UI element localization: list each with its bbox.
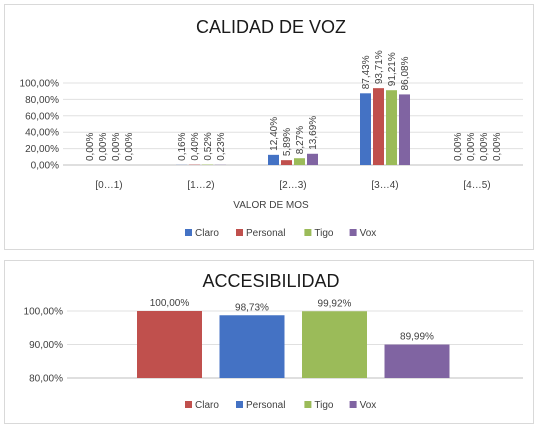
x-tick-label: [4…5) [463, 180, 490, 191]
y-tick-label: 90,00% [29, 340, 63, 351]
data-label: 91,21% [387, 52, 398, 86]
data-label: 100,00% [150, 298, 190, 309]
data-label: 0,52% [203, 132, 214, 160]
legend-entry: Claro [195, 400, 219, 411]
y-tick-label: 80,00% [25, 95, 59, 106]
bar-tigo [386, 90, 397, 165]
bar-claro [268, 154, 279, 165]
legend-swatch [185, 229, 192, 236]
bar-personal [373, 88, 384, 165]
data-label: 0,40% [190, 132, 201, 160]
bar-tigo [294, 158, 305, 165]
data-label: 87,43% [361, 55, 372, 89]
bar-tigo [302, 311, 367, 378]
y-tick-label: 100,00% [24, 307, 64, 318]
x-tick-label: [2…3) [279, 180, 306, 191]
bar-vox [307, 153, 318, 165]
data-label: 0,00% [98, 133, 109, 161]
data-label: 8,27% [295, 126, 306, 154]
data-label: 0,16% [177, 132, 188, 160]
legend-swatch [304, 401, 312, 408]
data-label: 5,89% [282, 128, 293, 156]
y-tick-label: 40,00% [25, 128, 59, 139]
data-label: 0,00% [124, 133, 135, 161]
legend-entry: Tigo [314, 228, 334, 239]
x-axis-label: VALOR DE MOS [233, 200, 309, 211]
data-label: 93,71% [374, 50, 385, 84]
data-label: 12,40% [269, 117, 280, 151]
legend-entry: Personal [246, 228, 285, 239]
bar-vox [384, 344, 450, 378]
legend-entry: Vox [360, 400, 377, 411]
x-tick-label: [0…1) [95, 180, 122, 191]
y-tick-label: 0,00% [31, 161, 59, 172]
legend-entry: Vox [360, 228, 377, 239]
data-label: 89,99% [400, 332, 434, 343]
legend-entry: Personal [246, 400, 285, 411]
data-label: 0,00% [466, 133, 477, 161]
legend-entry: Claro [195, 228, 219, 239]
y-tick-label: 80,00% [29, 374, 63, 385]
x-tick-label: [1…2) [187, 180, 214, 191]
legend-swatch [304, 229, 312, 236]
data-label: 98,73% [235, 302, 269, 313]
chart-title: ACCESIBILIDAD [202, 271, 339, 291]
x-tick-label: [3…4) [371, 180, 398, 191]
legend-swatch [236, 229, 243, 236]
legend-swatch [349, 401, 357, 408]
data-label: 99,92% [318, 298, 352, 309]
data-label: 0,23% [216, 132, 227, 160]
bar-personal [281, 160, 292, 165]
bar-claro [137, 311, 202, 378]
legend-swatch [349, 229, 357, 236]
data-label: 0,00% [85, 133, 96, 161]
data-label: 0,00% [492, 133, 503, 161]
y-tick-label: 20,00% [25, 144, 59, 155]
legend-swatch [185, 401, 192, 408]
data-label: 0,00% [111, 133, 122, 161]
y-tick-label: 100,00% [20, 79, 60, 90]
accesibilidad-chart: ACCESIBILIDAD 80,00% 90,00% 100,00% 100,00… [4, 260, 534, 424]
data-label: 0,00% [479, 133, 490, 161]
data-label: 86,08% [400, 56, 411, 90]
calidad-de-voz-svg: CALIDAD DE VOZ 0,00% 20,00% 40,00% 60,00% 80… [20, 17, 523, 239]
bar-personal [219, 315, 285, 378]
data-label: 13,69% [308, 116, 319, 150]
legend-swatch [236, 401, 243, 408]
chart-title: CALIDAD DE VOZ [196, 17, 346, 37]
data-label: 0,00% [453, 133, 464, 161]
bar-claro [360, 93, 371, 165]
accesibilidad-svg: ACCESIBILIDAD 80,00% 90,00% 100,00% 100,00… [24, 271, 523, 411]
bar-vox [399, 94, 410, 165]
legend-entry: Tigo [314, 400, 334, 411]
y-tick-label: 60,00% [25, 111, 59, 122]
calidad-de-voz-chart: CALIDAD DE VOZ 0,00% 20,00% 40,00% 60,00% 80… [4, 4, 534, 250]
